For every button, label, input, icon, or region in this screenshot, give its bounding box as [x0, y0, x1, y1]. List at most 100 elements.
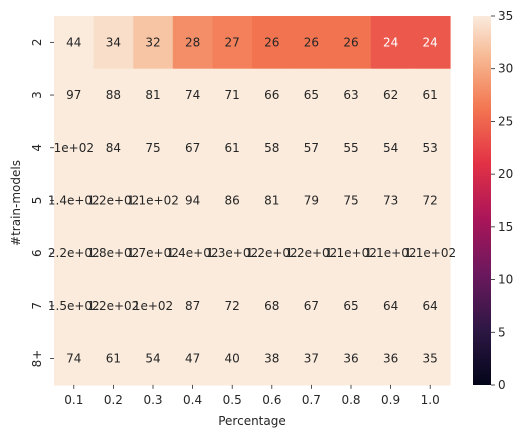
- heatmap-cell: [54, 121, 95, 175]
- heatmap-cell: [410, 68, 451, 122]
- cell-value-label: 55: [343, 141, 358, 155]
- cell-value-label: 88: [106, 88, 121, 102]
- heatmap-cell: [291, 68, 332, 122]
- x-tick-label: 0.9: [381, 393, 400, 407]
- heatmap-cell: [252, 68, 293, 122]
- heatmap-cell: [331, 174, 372, 228]
- cell-value-label: 1.3e+02: [206, 246, 258, 260]
- heatmap-cell: [370, 121, 411, 175]
- cell-value-label: 1.2e+02: [88, 193, 140, 207]
- heatmap-cell-labels: 44 34 32 28 27 26 26 26 24 24 97 88 81 74 71 66 65 63 62 61…: [48, 35, 456, 365]
- cell-value-label: 40: [225, 352, 240, 366]
- cell-value-label: 1.2e+02: [246, 246, 298, 260]
- heatmap-cell: [331, 68, 372, 122]
- heatmap-cell: [133, 174, 174, 228]
- heatmap-cell: [370, 279, 411, 333]
- x-tick-label: 0.5: [223, 393, 242, 407]
- cell-value-label: 65: [304, 88, 319, 102]
- heatmap-cell: [212, 226, 253, 281]
- heatmap-cell: [133, 279, 174, 333]
- heatmap-cell: [410, 226, 451, 281]
- heatmap-cell: [54, 68, 95, 122]
- cell-value-label: 44: [66, 35, 81, 49]
- cell-value-label: 64: [423, 299, 438, 313]
- cell-value-label: 1.2e+02: [286, 246, 338, 260]
- cell-value-label: 74: [185, 88, 200, 102]
- x-tick-label: 0.4: [183, 393, 202, 407]
- colorbar: [473, 16, 491, 385]
- cell-value-label: 26: [343, 35, 358, 49]
- colorbar-tick-label: 20: [498, 167, 513, 181]
- cell-value-label: 35: [423, 352, 438, 366]
- heatmap-cell: [172, 174, 213, 228]
- colorbar-tick-label: 10: [498, 273, 513, 287]
- heatmap-cell: [54, 16, 95, 70]
- heatmap-cell: [410, 332, 451, 386]
- cell-value-label: 62: [383, 88, 398, 102]
- cell-value-label: 81: [145, 88, 160, 102]
- heatmap-cell: [410, 16, 451, 70]
- colorbar-tick-label: 25: [498, 114, 513, 128]
- colorbar-ticks: 0 5 10 15 20 25 30 35: [491, 9, 513, 392]
- cell-value-label: 71: [225, 88, 240, 102]
- cell-value-label: 87: [185, 299, 200, 313]
- heatmap-cell: [172, 16, 213, 70]
- cell-value-label: 38: [264, 352, 279, 366]
- cell-value-label: 2.2e+02: [48, 246, 100, 260]
- heatmap-cell: [370, 332, 411, 386]
- heatmap-cell: [252, 332, 293, 386]
- cell-value-label: 94: [185, 193, 200, 207]
- colorbar-tick-label: 15: [498, 220, 513, 234]
- cell-value-label: 72: [423, 193, 438, 207]
- heatmap-cell: [133, 16, 174, 70]
- cell-value-label: 1.7e+02: [127, 246, 179, 260]
- heatmap-cell: [172, 226, 213, 281]
- cell-value-label: 67: [304, 299, 319, 313]
- heatmap-cell: [133, 68, 174, 122]
- y-tick-label: 4: [30, 144, 44, 152]
- heatmap-cell: [212, 279, 253, 333]
- cell-value-label: 61: [225, 141, 240, 155]
- heatmap-cell: [410, 174, 451, 228]
- heatmap-cell: [54, 174, 95, 228]
- heatmap-cell: [93, 16, 134, 70]
- heatmap-cell: [133, 226, 174, 281]
- cell-value-label: 58: [264, 141, 279, 155]
- heatmap-cell: [370, 226, 411, 281]
- heatmap-cell: [252, 226, 293, 281]
- cell-value-label: 1.1e+02: [365, 246, 417, 260]
- colorbar-tick-label: 35: [498, 9, 513, 23]
- x-tick-label: 0.7: [302, 393, 321, 407]
- heatmap-cell: [291, 226, 332, 281]
- cell-value-label: 1e+02: [54, 141, 94, 155]
- cell-value-label: 79: [304, 193, 319, 207]
- cell-value-label: 53: [423, 141, 438, 155]
- x-tick-label: 0.6: [262, 393, 281, 407]
- heatmap-cell: [54, 279, 95, 333]
- cell-value-label: 1.1e+02: [325, 246, 377, 260]
- cell-value-label: 1.8e+02: [88, 246, 140, 260]
- heatmap-cell: [252, 279, 293, 333]
- heatmap-cell: [252, 16, 293, 70]
- cell-value-label: 1.5e+02: [48, 299, 100, 313]
- heatmap-cell: [93, 332, 134, 386]
- heatmap-cell: [172, 332, 213, 386]
- heatmap-cell: [212, 68, 253, 122]
- x-tick-label: 0.1: [64, 393, 83, 407]
- cell-value-label: 72: [225, 299, 240, 313]
- cell-value-label: 57: [304, 141, 319, 155]
- cell-value-label: 75: [145, 141, 160, 155]
- x-tick-label: 1.0: [421, 393, 440, 407]
- y-tick-label: 6: [30, 249, 44, 257]
- heatmap-cell: [331, 332, 372, 386]
- heatmap-cell: [252, 121, 293, 175]
- cell-value-label: 64: [383, 299, 398, 313]
- cell-value-label: 73: [383, 193, 398, 207]
- heatmap-cell: [370, 16, 411, 70]
- heatmap-cell: [93, 279, 134, 333]
- cell-value-label: 1.4e+02: [48, 193, 100, 207]
- x-tick-label: 0.8: [341, 393, 360, 407]
- x-tick-label: 0.2: [104, 393, 123, 407]
- heatmap-cell: [331, 279, 372, 333]
- heatmap-cell: [212, 332, 253, 386]
